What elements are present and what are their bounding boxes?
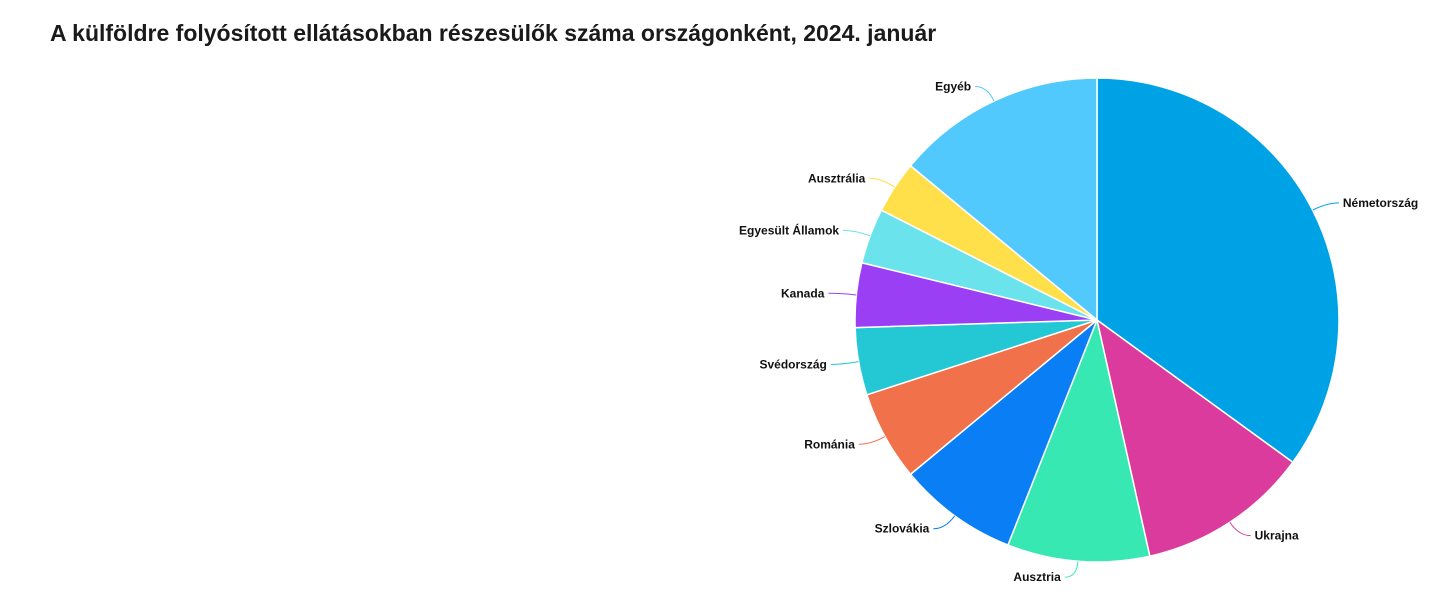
slice-label-ukrajna: Ukrajna	[1255, 529, 1299, 543]
slice-label-romania: Románia	[804, 437, 855, 451]
slice-label-szlovakia: Szlovákia	[875, 522, 930, 536]
leader-line-romania	[858, 436, 886, 445]
leader-line-svedorszag	[830, 361, 859, 365]
slice-label-nemetorszag: Németország	[1343, 196, 1418, 210]
leader-line-ausztralia	[869, 177, 896, 188]
pie-slice-egyeb	[909, 77, 1098, 322]
leader-line-egyesult-allamok	[843, 229, 871, 237]
leader-line-szlovakia	[933, 515, 956, 530]
pie-slice-nemetorszag	[1096, 77, 1340, 464]
slice-label-ausztralia: Ausztrália	[808, 171, 866, 185]
leader-line-ausztria	[1064, 561, 1079, 578]
pie-labels: Németország Ukrajna Ausztria Szlovákia Román…	[739, 80, 1418, 585]
leader-line-ukrajna	[1229, 521, 1251, 537]
pie-slices	[854, 77, 1340, 563]
chart-title: A külföldre folyósított ellátásokban rés…	[50, 20, 937, 46]
leader-line-nemetorszag	[1312, 202, 1339, 211]
leader-line-kanada	[828, 292, 857, 296]
leader-line-egyeb	[975, 86, 995, 102]
slice-label-ausztria: Ausztria	[1013, 570, 1061, 584]
pie-leader-lines	[828, 86, 1339, 578]
slice-label-egyeb: Egyéb	[935, 80, 971, 94]
pie-slice-ukrajna	[1095, 318, 1294, 558]
slice-label-egyesult-allamok: Egyesült Államok	[739, 222, 839, 237]
slice-label-svedorszag: Svédország	[759, 357, 826, 371]
slice-label-kanada: Kanada	[781, 286, 825, 300]
